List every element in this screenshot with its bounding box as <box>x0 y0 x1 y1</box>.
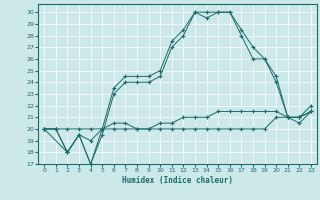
X-axis label: Humidex (Indice chaleur): Humidex (Indice chaleur) <box>122 176 233 185</box>
